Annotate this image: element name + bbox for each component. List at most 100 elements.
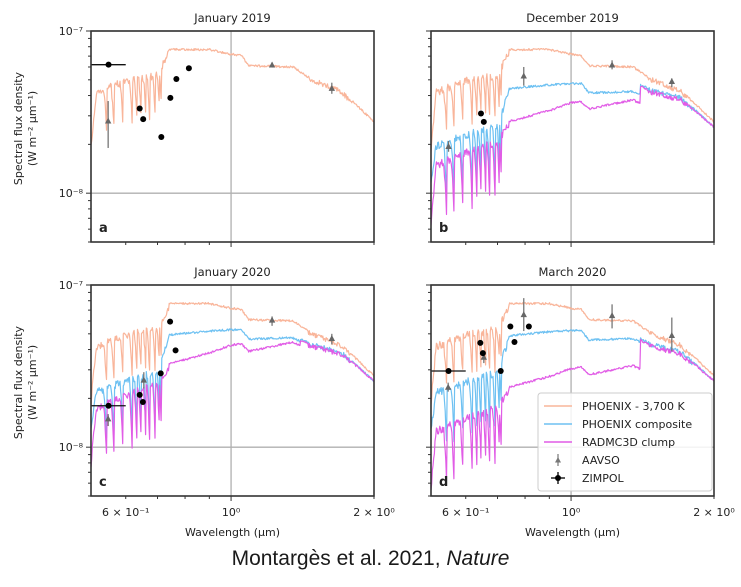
aavso-point	[608, 61, 616, 68]
zimpol-point	[525, 323, 532, 330]
legend-item: PHOENIX composite	[544, 418, 692, 431]
panel-b: December 2019 b	[426, 11, 715, 247]
model-line-phoenix-3700K	[91, 47, 374, 145]
model-line-phoenix-composite	[431, 82, 714, 193]
axes-frame	[90, 30, 375, 243]
model-line-radmc3d-clump	[91, 340, 374, 468]
y-tick-label: 10⁻⁸	[59, 187, 84, 200]
axes-frame	[430, 30, 715, 243]
aavso-point	[668, 332, 676, 339]
legend-item: RADMC3D clump	[544, 436, 675, 449]
legend-label: AAVSO	[582, 454, 620, 467]
aavso-point	[268, 316, 276, 323]
model-line-radmc3d-clump	[431, 338, 714, 490]
panel-title: March 2020	[539, 265, 607, 279]
legend-frame	[537, 392, 713, 492]
legend-dot-marker	[555, 475, 561, 481]
panel-letter: b	[439, 221, 448, 236]
plot-area	[91, 47, 374, 148]
zimpol-point	[185, 65, 192, 72]
aavso-point	[668, 78, 676, 85]
model-line-phoenix-3700K	[431, 301, 714, 405]
aavso-point	[444, 383, 452, 390]
zimpol-point	[507, 323, 514, 330]
aavso-point	[520, 311, 527, 318]
aavso-point	[445, 142, 452, 149]
zimpol-point	[136, 105, 143, 112]
axes-frame	[430, 284, 715, 497]
legend-item: ZIMPOL	[551, 472, 625, 485]
y-axis-label-units: (W m⁻² μm⁻¹)	[26, 345, 39, 420]
panel-title: December 2019	[526, 11, 619, 25]
legend-label: PHOENIX - 3,700 K	[582, 400, 685, 413]
caption-authors: Montargès et al. 2021,	[231, 547, 447, 570]
y-tick-label: 10⁻⁷	[59, 279, 83, 292]
panel-title: January 2020	[193, 265, 271, 279]
y-axis-label-units: (W m⁻² μm⁻¹)	[26, 91, 39, 166]
x-tick-label: 10⁰	[222, 506, 241, 519]
legend-item: AAVSO	[555, 454, 620, 467]
aavso-point	[140, 376, 148, 383]
aavso-point	[480, 353, 488, 360]
legend: PHOENIX - 3,700 K PHOENIX composite RADMC3…	[537, 392, 713, 492]
zimpol-point	[477, 339, 484, 346]
x-tick-label: 6 × 10⁻¹	[102, 506, 149, 519]
aavso-point	[520, 72, 527, 79]
zimpol-point	[445, 367, 452, 374]
plot-area	[431, 48, 714, 226]
zimpol-point	[158, 134, 165, 141]
y-tick-label: 10⁻⁷	[59, 25, 83, 38]
zimpol-point	[136, 391, 143, 398]
panel-letter: c	[99, 475, 107, 490]
y-axis-label: Spectral flux density	[12, 325, 25, 439]
panel-a: January 2019 10⁻⁷ 10⁻⁸ Spectral flux densit…	[12, 11, 375, 247]
legend-label: ZIMPOL	[582, 472, 625, 485]
zimpol-point	[497, 367, 504, 374]
y-axis-label: Spectral flux density	[12, 71, 25, 185]
zimpol-point	[511, 339, 518, 346]
y-tick-label: 10⁻⁸	[59, 441, 84, 454]
axes-frame	[90, 284, 375, 497]
panel-letter: d	[439, 475, 448, 490]
zimpol-point	[480, 118, 487, 125]
model-line-phoenix-3700K	[431, 48, 714, 152]
model-line-radmc3d-clump	[431, 85, 714, 226]
legend-item: PHOENIX - 3,700 K	[544, 400, 685, 413]
panel-title: January 2019	[193, 11, 271, 25]
zimpol-point	[140, 116, 147, 123]
zimpol-point	[105, 402, 112, 409]
legend-triangle-marker	[555, 457, 561, 463]
x-axis-label: Wavelength (μm)	[525, 526, 620, 539]
zimpol-point	[479, 350, 486, 357]
x-tick-label: 2 × 10⁰	[693, 506, 735, 519]
aavso-point	[328, 84, 336, 91]
model-line-phoenix-3700K	[91, 301, 374, 406]
panel-letter: a	[99, 221, 108, 236]
zimpol-point	[173, 75, 180, 82]
legend-label: RADMC3D clump	[582, 436, 675, 449]
legend-label: PHOENIX composite	[582, 418, 692, 431]
aavso-point	[608, 312, 616, 319]
figure: January 2019 10⁻⁷ 10⁻⁸ Spectral flux densit…	[12, 11, 735, 539]
plot-area	[91, 301, 374, 468]
zimpol-point	[477, 110, 484, 117]
x-tick-label: 6 × 10⁻¹	[442, 506, 489, 519]
zimpol-point	[167, 318, 174, 325]
zimpol-point	[139, 398, 146, 405]
figure-caption: Montargès et al. 2021, Nature	[0, 547, 741, 571]
zimpol-point	[172, 347, 179, 354]
x-axis-label: Wavelength (μm)	[185, 526, 280, 539]
aavso-point	[104, 117, 112, 124]
x-tick-label: 10⁰	[562, 506, 581, 519]
x-tick-label: 2 × 10⁰	[353, 506, 395, 519]
plot-area	[431, 298, 714, 490]
zimpol-point	[105, 61, 112, 68]
aavso-point	[104, 415, 112, 422]
caption-journal: Nature	[446, 547, 510, 570]
zimpol-point	[157, 370, 164, 377]
panel-c: January 2020 10⁻⁷ 10⁻⁸ Spectral flux densit…	[12, 265, 395, 539]
aavso-point	[268, 61, 276, 68]
aavso-point	[328, 334, 336, 341]
zimpol-point	[167, 94, 174, 101]
panel-d: March 2020 6 × 10⁻¹ 10⁰ 2 × 10⁰ Wavelength (…	[426, 265, 735, 539]
